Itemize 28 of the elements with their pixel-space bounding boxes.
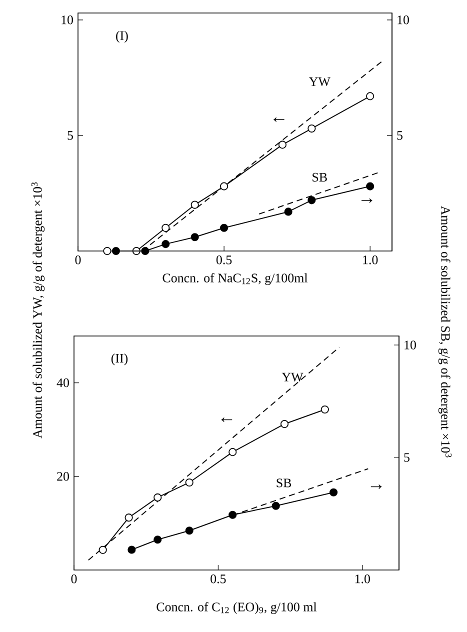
annotation: ←: [221, 418, 232, 422]
y-tick-label: 40: [56, 378, 69, 388]
x-tick-label: 0.5: [216, 256, 232, 264]
x-tick-label: 1.0: [355, 574, 370, 584]
y2-tick-label: 10: [404, 340, 416, 350]
y2-tick-label: 5: [397, 131, 402, 140]
text: YW: [309, 77, 330, 86]
y2-tick-label: 5: [404, 453, 410, 462]
series-label: SB: [276, 478, 292, 488]
y2-axis-title: Amount of solubilized SB, g/g of detergent ×10$^{3}$: [438, 206, 452, 458]
text: (I): [116, 30, 128, 43]
x-tick-label: 0.5: [210, 574, 226, 584]
x-tick-label: 0: [71, 574, 77, 584]
annotation: →: [370, 484, 382, 489]
annotation: →: [362, 198, 372, 203]
y-axis-title: Amount of solubilized YW, g/g of detergent ×10$^{3}$: [31, 182, 45, 438]
y2-tick-label: 10: [398, 16, 409, 24]
y-tick-label: 10: [62, 16, 73, 24]
x-axis-title: Concn. of C$_{12}$ (EO)$_{9}$, g/100 ml: [156, 602, 317, 614]
x-tick-label: 1.0: [363, 256, 378, 264]
text: YW: [282, 372, 304, 382]
x-tick-label: 0: [75, 256, 81, 264]
x-axis-title: Concn. of NaC$_{12}$S, g/100ml: [162, 273, 308, 286]
y-tick-label: 20: [57, 472, 69, 481]
y-tick-label: 5: [68, 131, 73, 140]
series-label: SB: [312, 172, 327, 182]
annotation: ←: [274, 118, 284, 122]
text: (II): [111, 354, 128, 366]
